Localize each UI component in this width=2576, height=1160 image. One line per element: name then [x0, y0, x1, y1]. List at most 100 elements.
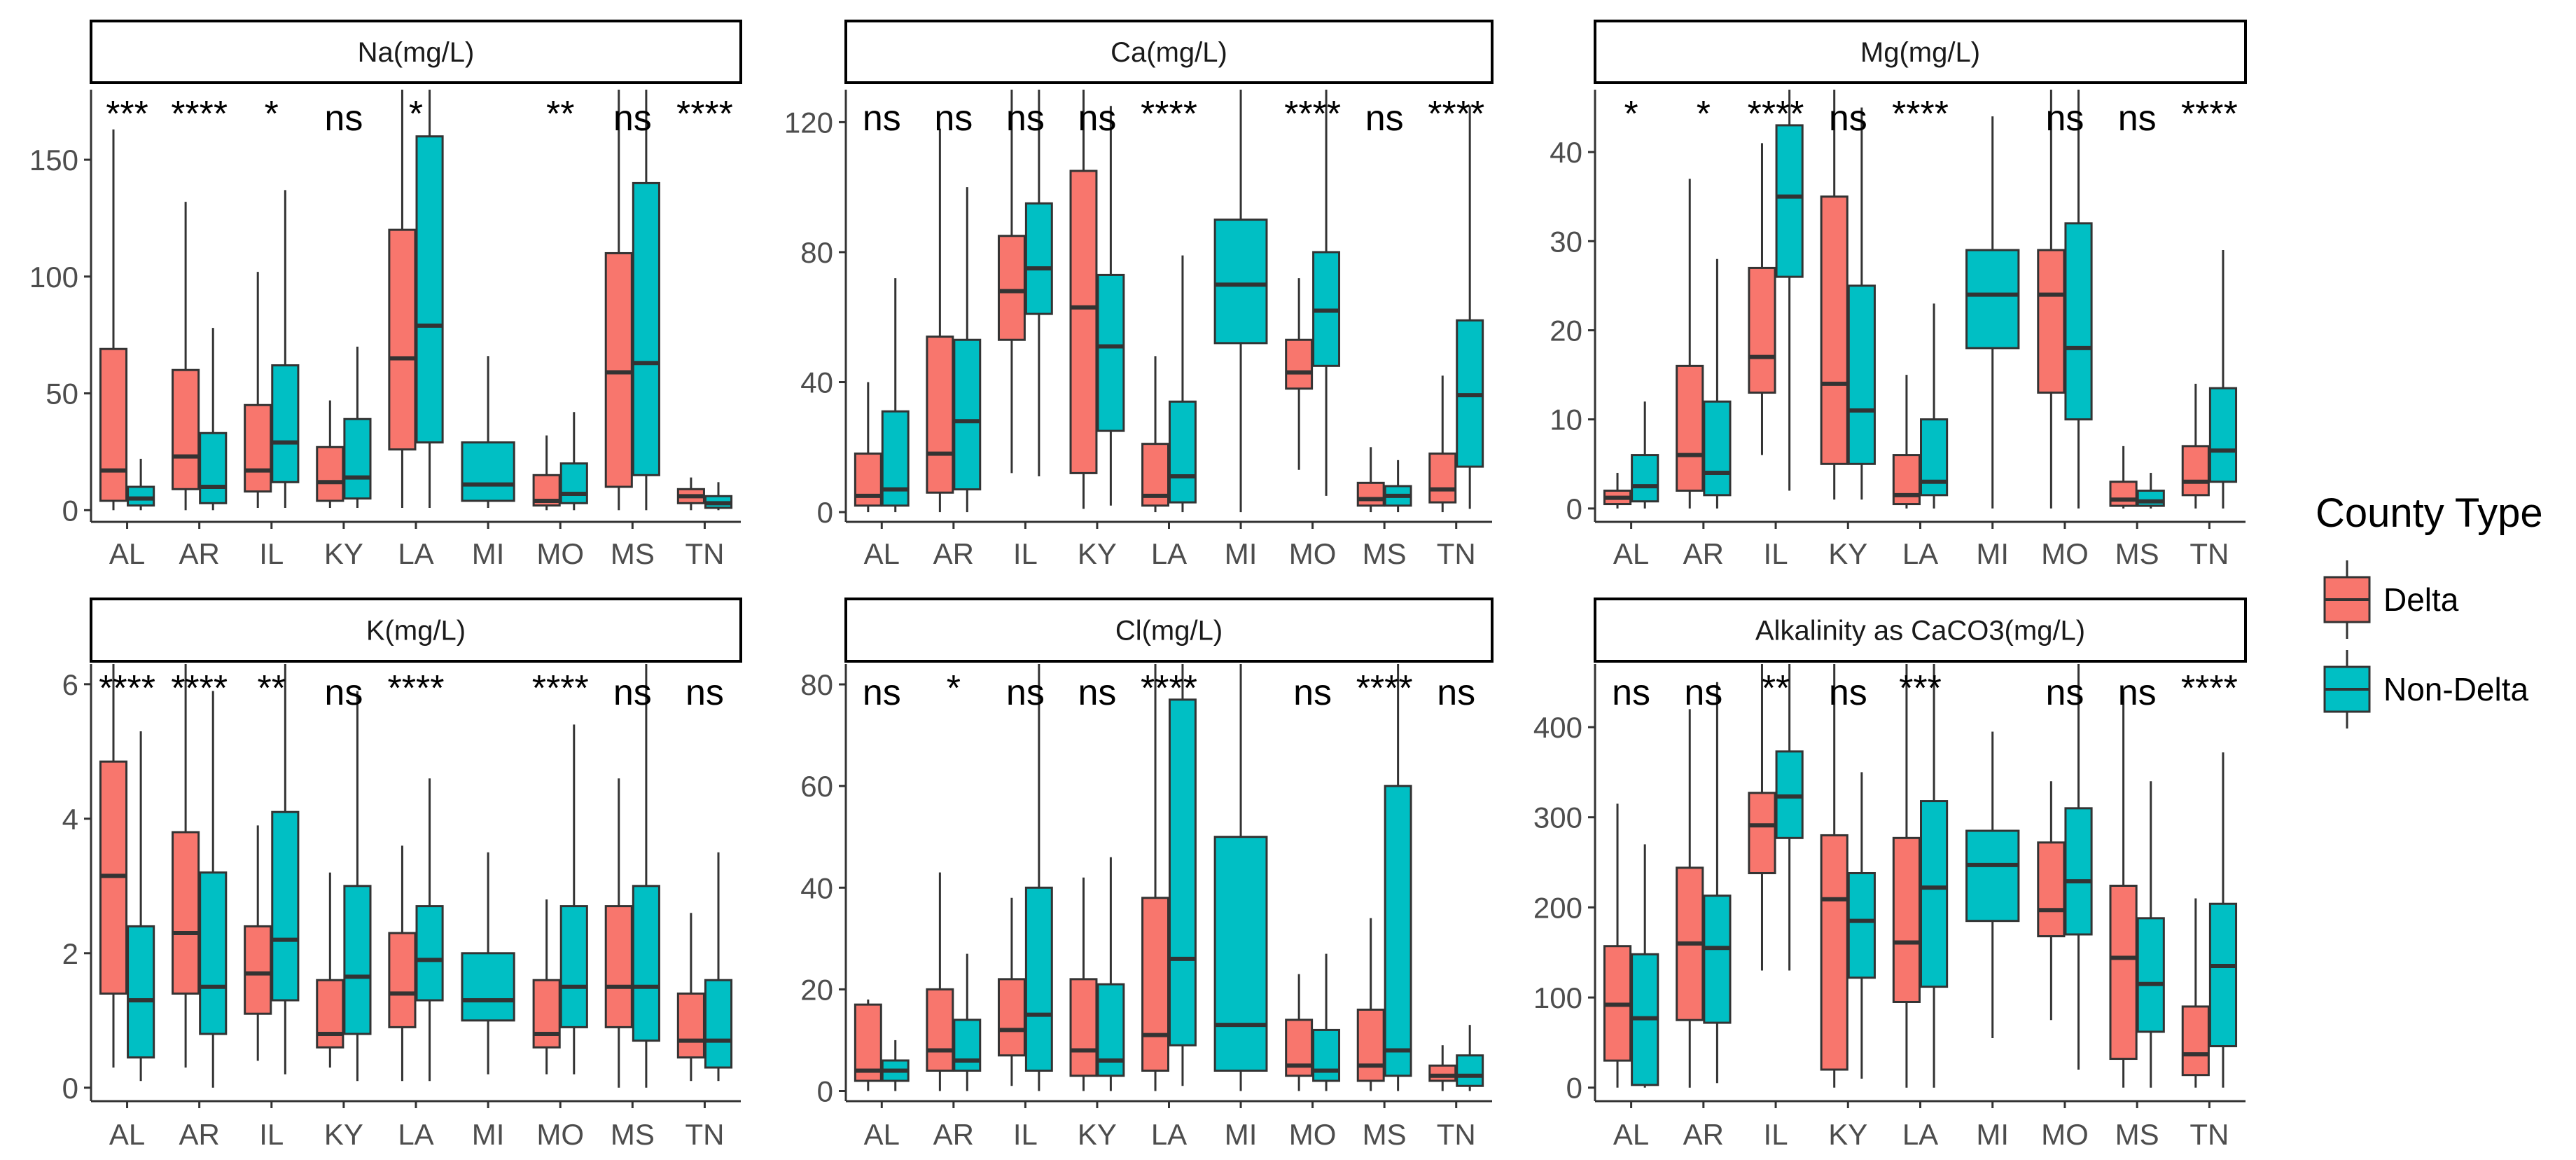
x-tick-label: MO: [1289, 1118, 1337, 1151]
box-ms-nondelta: [632, 664, 660, 1088]
box-iqr: [1141, 897, 1169, 1072]
box-al-delta: [99, 664, 128, 1068]
box-tn-delta: [2181, 383, 2210, 509]
significance-label: ns: [685, 672, 724, 713]
box-la-nondelta: [1920, 303, 1949, 509]
box-iqr: [1703, 895, 1732, 1024]
x-tick-label: LA: [398, 537, 433, 570]
box-iqr: [559, 905, 588, 1028]
box-la-delta: [388, 90, 417, 508]
panel-strip: [1594, 598, 2247, 663]
significance-label: ****: [388, 668, 445, 709]
box-iqr: [343, 417, 372, 500]
significance-label: ns: [613, 98, 652, 139]
x-tick-label: MS: [611, 537, 655, 570]
box-il-delta: [997, 90, 1026, 474]
x-tick-label: LA: [1902, 537, 1938, 570]
y-tick-label: 40: [800, 871, 833, 904]
box-al-nondelta: [1631, 844, 1659, 1088]
x-tick-label: IL: [1013, 1118, 1038, 1151]
x-tick-label: AL: [109, 1118, 145, 1151]
y-tick-label: 0: [62, 494, 78, 527]
x-tick-label: LA: [1151, 537, 1187, 570]
y-tick-label: 120: [784, 106, 833, 139]
box-tn-nondelta: [1456, 1025, 1484, 1091]
box-iqr: [316, 979, 344, 1049]
significance-label: ****: [99, 668, 155, 709]
box-iqr: [2037, 841, 2066, 938]
box-mo-delta: [2037, 781, 2066, 1021]
box-ms-nondelta: [1384, 664, 1412, 1091]
box-mi-nondelta: [1965, 731, 2020, 1038]
box-iqr: [1356, 1008, 1385, 1082]
x-tick-label: TN: [2189, 537, 2229, 570]
significance-label: ns: [1006, 672, 1045, 713]
box-tn-nondelta: [704, 852, 733, 1082]
x-tick-label: MI: [1976, 1118, 2009, 1151]
box-la-nondelta: [415, 778, 444, 1082]
x-tick-label: MS: [611, 1118, 655, 1151]
x-tick-label: MI: [1225, 537, 1258, 570]
x-tick-label: MO: [2041, 1118, 2089, 1151]
box-iqr: [926, 336, 954, 494]
x-tick-label: AL: [1613, 537, 1649, 570]
panel-strip: [1594, 20, 2247, 84]
box-ms-nondelta: [2136, 473, 2165, 509]
box-iqr: [415, 135, 444, 444]
significance-label: ***: [106, 94, 148, 134]
significance-label: ns: [1078, 672, 1116, 713]
box-ky-delta: [316, 872, 344, 1068]
box-iqr: [1356, 481, 1385, 507]
significance-label: **: [546, 94, 574, 134]
box-iqr: [461, 441, 515, 502]
box-iqr: [1384, 785, 1412, 1077]
significance-label: *: [265, 94, 279, 134]
box-iqr: [532, 979, 561, 1049]
panel-5: Cl(mg/L) 0 20 40 60 80 AL AR IL KY LA MI MO MS TN ns * ns…: [800, 598, 1494, 1151]
box-tn-nondelta: [1456, 106, 1484, 509]
box-iqr: [244, 925, 272, 1015]
box-iqr: [2136, 917, 2165, 1033]
y-tick-label: 2: [62, 937, 78, 970]
box-iqr: [953, 1019, 982, 1072]
box-iqr: [1631, 454, 1659, 503]
box-iqr: [997, 235, 1026, 341]
legend-label: Non-Delta: [2383, 671, 2529, 707]
x-tick-label: LA: [398, 1118, 433, 1151]
box-iqr: [1213, 836, 1268, 1072]
box-iqr: [127, 485, 155, 507]
box-ar-nondelta: [953, 187, 982, 513]
box-la-nondelta: [415, 90, 444, 508]
box-iqr: [199, 431, 228, 504]
box-tn-nondelta: [2208, 249, 2238, 509]
x-tick-label: MO: [2041, 537, 2089, 570]
y-tick-label: 0: [1566, 1072, 1582, 1105]
box-iqr: [1456, 1054, 1484, 1087]
y-tick-label: 10: [1550, 403, 1582, 436]
x-tick-label: KY: [324, 537, 363, 570]
significance-label: ns: [2045, 98, 2084, 139]
box-al-nondelta: [127, 731, 155, 1082]
box-ky-nondelta: [343, 691, 372, 1082]
box-iqr: [99, 347, 128, 502]
box-iqr: [172, 831, 200, 995]
box-mo-delta: [532, 899, 561, 1075]
panel-title: Ca(mg/L): [1111, 37, 1227, 68]
box-il-nondelta: [271, 190, 300, 508]
legend-label: Delta: [2383, 581, 2459, 618]
panel-strip: [90, 598, 742, 663]
box-il-delta: [244, 825, 272, 1061]
significance-label: ****: [171, 668, 228, 709]
box-iqr: [1024, 202, 1053, 315]
panel-strip: [844, 598, 1494, 663]
box-mo-nondelta: [2064, 664, 2093, 1070]
box-mo-nondelta: [559, 412, 588, 511]
y-tick-label: 100: [1533, 981, 1582, 1014]
significance-label: ns: [863, 98, 901, 139]
y-tick-label: 4: [62, 803, 78, 836]
box-mo-nondelta: [1312, 90, 1341, 496]
box-iqr: [2064, 807, 2093, 936]
box-tn-nondelta: [704, 482, 733, 511]
x-tick-label: IL: [1764, 537, 1788, 570]
significance-label: ns: [613, 672, 652, 713]
